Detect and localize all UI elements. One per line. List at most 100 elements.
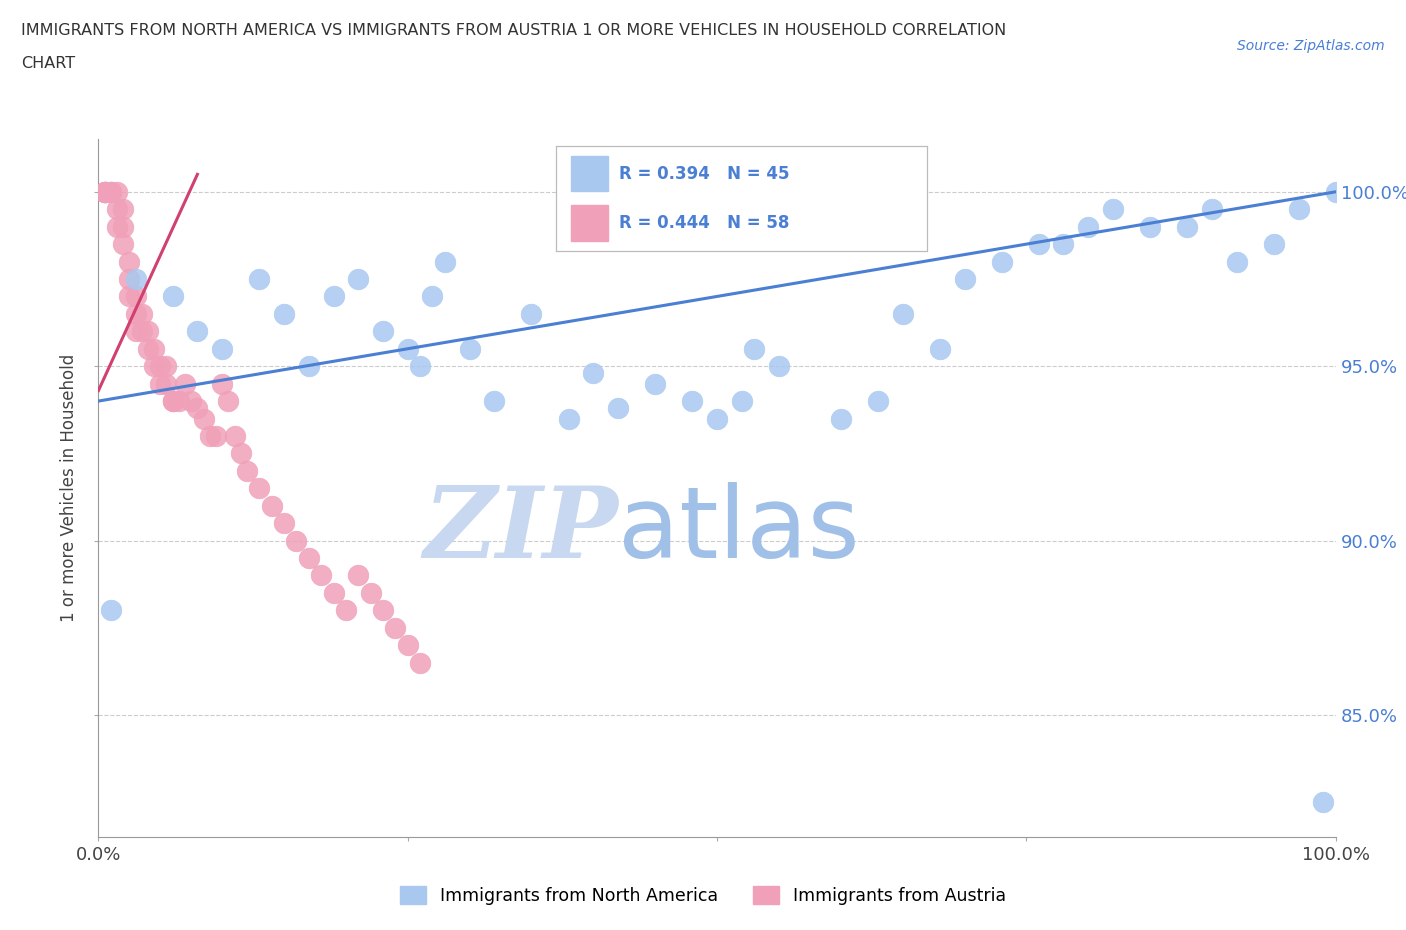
Point <box>105 202 128 217</box>
Text: CHART: CHART <box>21 56 75 71</box>
Point <box>285 533 308 548</box>
Point <box>180 393 202 408</box>
Point <box>582 365 605 380</box>
Point <box>136 324 159 339</box>
Point <box>384 620 406 635</box>
Point <box>644 377 666 392</box>
Point <box>105 219 128 234</box>
Point <box>335 603 357 618</box>
Point <box>1102 202 1125 217</box>
Point <box>484 393 506 408</box>
Point <box>1139 219 1161 234</box>
Point <box>229 446 252 461</box>
Point <box>1312 794 1334 809</box>
Point <box>100 184 122 199</box>
Point <box>211 377 233 392</box>
Point <box>371 324 394 339</box>
Point <box>143 341 166 356</box>
Point <box>100 184 122 199</box>
Point <box>458 341 481 356</box>
Point <box>830 411 852 426</box>
Point <box>211 341 233 356</box>
Point <box>167 393 190 408</box>
Point <box>93 184 115 199</box>
Point <box>100 184 122 199</box>
Point <box>93 184 115 199</box>
Point <box>236 463 259 478</box>
Point <box>928 341 950 356</box>
Legend: Immigrants from North America, Immigrants from Austria: Immigrants from North America, Immigrant… <box>394 880 1012 912</box>
Point <box>347 568 370 583</box>
Point <box>124 289 146 304</box>
Point <box>298 359 321 374</box>
Point <box>422 289 444 304</box>
Point <box>149 377 172 392</box>
Point <box>1226 254 1249 269</box>
Point <box>162 393 184 408</box>
Point <box>93 184 115 199</box>
Point <box>186 324 208 339</box>
Point <box>93 184 115 199</box>
Point <box>124 272 146 286</box>
Point <box>1028 236 1050 251</box>
Point <box>205 429 228 444</box>
Point <box>409 359 432 374</box>
Text: atlas: atlas <box>619 482 859 578</box>
Point <box>273 306 295 321</box>
Point <box>149 359 172 374</box>
Point <box>224 429 246 444</box>
Point <box>681 393 703 408</box>
Point <box>360 586 382 601</box>
Point <box>260 498 283 513</box>
Point <box>124 306 146 321</box>
Point <box>112 236 135 251</box>
Text: ZIP: ZIP <box>423 482 619 578</box>
Point <box>1077 219 1099 234</box>
Point <box>557 411 579 426</box>
Point <box>1052 236 1074 251</box>
Point <box>174 377 197 392</box>
Point <box>217 393 239 408</box>
Point <box>1175 219 1198 234</box>
Point <box>1288 202 1310 217</box>
Point <box>112 202 135 217</box>
Point <box>731 393 754 408</box>
Point <box>124 324 146 339</box>
Point <box>105 184 128 199</box>
Point <box>1201 202 1223 217</box>
Point <box>100 603 122 618</box>
Point <box>1324 184 1347 199</box>
Point <box>371 603 394 618</box>
Point <box>322 289 344 304</box>
Point <box>322 586 344 601</box>
Point <box>520 306 543 321</box>
Point <box>347 272 370 286</box>
Y-axis label: 1 or more Vehicles in Household: 1 or more Vehicles in Household <box>60 354 79 622</box>
Point <box>396 341 419 356</box>
Point <box>247 481 270 496</box>
Point <box>118 254 141 269</box>
Point <box>742 341 765 356</box>
Point <box>706 411 728 426</box>
Point <box>131 306 153 321</box>
Point <box>93 184 115 199</box>
Point <box>131 324 153 339</box>
Point <box>396 638 419 653</box>
Point <box>155 377 177 392</box>
Point <box>118 272 141 286</box>
Point <box>162 289 184 304</box>
Point <box>866 393 889 408</box>
Point <box>1263 236 1285 251</box>
Point <box>143 359 166 374</box>
Point <box>433 254 456 269</box>
Point <box>891 306 914 321</box>
Point <box>112 219 135 234</box>
Point <box>118 289 141 304</box>
Point <box>990 254 1012 269</box>
Point <box>136 341 159 356</box>
Text: IMMIGRANTS FROM NORTH AMERICA VS IMMIGRANTS FROM AUSTRIA 1 OR MORE VEHICLES IN H: IMMIGRANTS FROM NORTH AMERICA VS IMMIGRA… <box>21 23 1007 38</box>
Point <box>409 656 432 671</box>
Point <box>155 359 177 374</box>
Point <box>186 401 208 416</box>
Point <box>198 429 221 444</box>
